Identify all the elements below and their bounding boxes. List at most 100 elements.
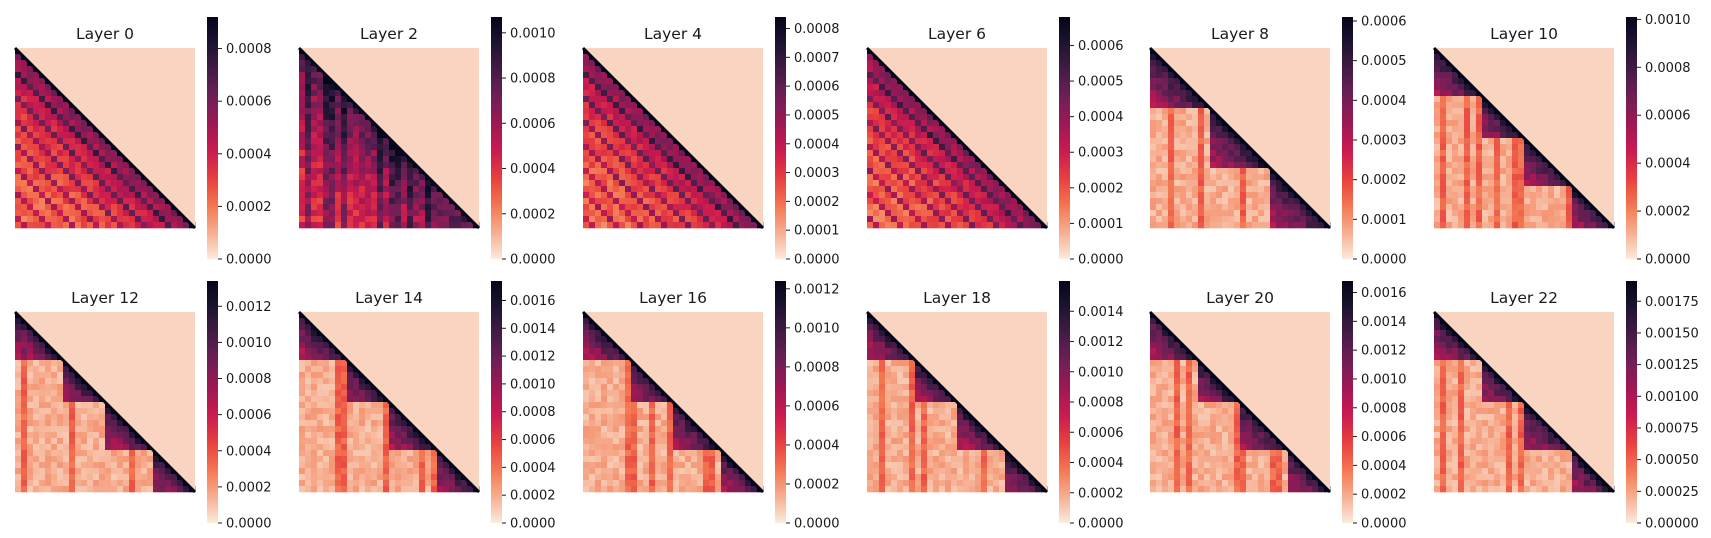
heatmap-cell: [933, 174, 940, 181]
heatmap-cell: [583, 354, 590, 361]
heatmap-cell: [21, 408, 28, 415]
heatmap-cell: [933, 468, 940, 475]
heatmap-cell: [51, 480, 58, 487]
heatmap-cell: [93, 162, 100, 169]
heatmap-cell: [111, 474, 118, 481]
heatmap-cell: [619, 456, 626, 463]
heatmap-cell: [141, 450, 148, 457]
heatmap-cell: [27, 354, 34, 361]
heatmap-cell: [619, 144, 626, 151]
heatmap-cell: [383, 456, 390, 463]
heatmap-cell: [879, 120, 886, 127]
heatmap-cell: [347, 156, 354, 163]
heatmap-cell: [15, 402, 22, 409]
heatmap-cell: [1566, 198, 1573, 205]
heatmap-cell: [15, 354, 22, 361]
heatmap-cell: [897, 348, 904, 355]
heatmap-cell: [317, 480, 324, 487]
heatmap-cell: [299, 378, 306, 385]
heatmap-cell: [921, 444, 928, 451]
heatmap-cell: [1168, 378, 1175, 385]
heatmap-cell: [601, 462, 608, 469]
heatmap-cell: [1150, 66, 1157, 73]
heatmap-cell: [613, 348, 620, 355]
heatmap-cell: [655, 444, 662, 451]
heatmap-cell: [1162, 126, 1169, 133]
heatmap-cell: [87, 414, 94, 421]
heatmap-cell: [903, 474, 910, 481]
heatmap-cell: [1150, 150, 1157, 157]
heatmap-cell: [1500, 168, 1507, 175]
heatmap-cell: [667, 204, 674, 211]
heatmap-cell: [365, 474, 372, 481]
heatmap-cell: [317, 378, 324, 385]
heatmap-cell: [601, 138, 608, 145]
heatmap-cell: [927, 174, 934, 181]
heatmap-cell: [1482, 174, 1489, 181]
heatmap-cell: [631, 480, 638, 487]
heatmap-cell: [589, 390, 596, 397]
heatmap-cell: [461, 480, 468, 487]
heatmap-cell: [33, 486, 40, 493]
heatmap-cell: [613, 444, 620, 451]
heatmap-cell: [311, 198, 318, 205]
heatmap-cell: [299, 384, 306, 391]
heatmap-cell: [1464, 174, 1471, 181]
heatmap-cell: [667, 210, 674, 217]
heatmap-cell: [1446, 138, 1453, 145]
heatmap-cell: [613, 84, 620, 91]
heatmap-cell: [401, 198, 408, 205]
heatmap-cell: [879, 360, 886, 367]
heatmap-cell: [317, 168, 324, 175]
heatmap-cell: [341, 138, 348, 145]
heatmap-cell: [1270, 198, 1277, 205]
heatmap-cell: [867, 78, 874, 85]
heatmap-cell: [1446, 132, 1453, 139]
heatmap-cell: [99, 204, 106, 211]
heatmap-cell: [969, 456, 976, 463]
heatmap-cell: [335, 126, 342, 133]
heatmap-cell: [1168, 336, 1175, 343]
heatmap-cell: [921, 450, 928, 457]
heatmap-cell: [1536, 210, 1543, 217]
heatmap-cell: [33, 348, 40, 355]
heatmap-cell: [631, 138, 638, 145]
colorbar-tick-label: 0.0004: [794, 438, 840, 453]
heatmap-cell: [45, 144, 52, 151]
heatmap-cell: [909, 162, 916, 169]
heatmap-cell: [329, 186, 336, 193]
heatmap-cell: [371, 198, 378, 205]
heatmap-cell: [933, 192, 940, 199]
colorbar-tick-label: 0.0008: [794, 22, 840, 37]
heatmap-cell: [299, 366, 306, 373]
heatmap-cell: [305, 378, 312, 385]
heatmap-cell: [673, 426, 680, 433]
heatmap-cell: [1530, 216, 1537, 223]
heatmap-cell: [1572, 210, 1579, 217]
heatmap-cell: [933, 438, 940, 445]
heatmap-cell: [613, 354, 620, 361]
heatmap-cell: [135, 450, 142, 457]
heatmap-cell: [897, 474, 904, 481]
heatmap-cell: [75, 402, 82, 409]
heatmap-cell: [159, 210, 166, 217]
heatmap-cell: [311, 114, 318, 121]
heatmap-cell: [867, 120, 874, 127]
heatmap-cell: [111, 192, 118, 199]
heatmap-cell: [963, 456, 970, 463]
heatmap-cell: [1440, 84, 1447, 91]
heatmap-cell: [21, 114, 28, 121]
heatmap-cell: [993, 192, 1000, 199]
heatmap-cell: [117, 216, 124, 223]
heatmap-cell: [305, 66, 312, 73]
heatmap-cell: [963, 444, 970, 451]
heatmap-cell: [129, 462, 136, 469]
heatmap-cell: [661, 474, 668, 481]
heatmap-cell: [1150, 402, 1157, 409]
heatmap-cell: [625, 162, 632, 169]
heatmap-cell: [1434, 96, 1441, 103]
heatmap-cell: [323, 402, 330, 409]
heatmap-cell: [1180, 156, 1187, 163]
heatmap-cell: [1240, 204, 1247, 211]
heatmap-cell: [311, 396, 318, 403]
